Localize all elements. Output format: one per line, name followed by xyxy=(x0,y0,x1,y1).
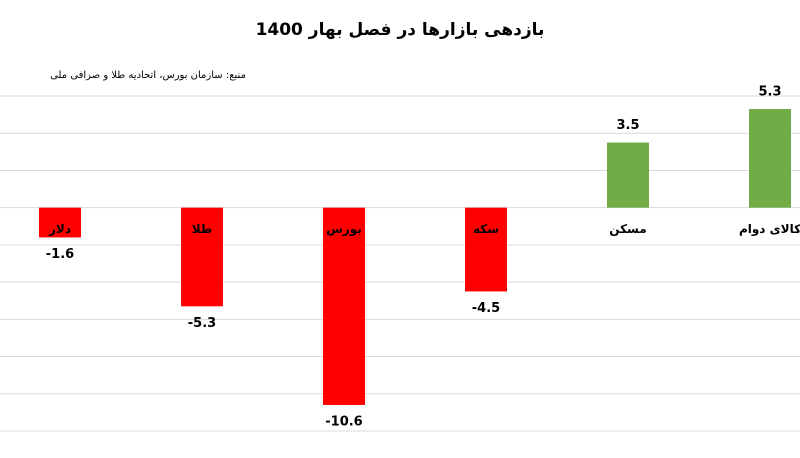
bar xyxy=(181,207,223,307)
category-label: طلا xyxy=(192,222,212,236)
value-label: -4.5 xyxy=(472,301,500,316)
category-label: سکه xyxy=(473,222,499,236)
category-label: مسکن xyxy=(609,222,646,236)
value-label: 5.3 xyxy=(758,85,781,100)
value-label: -10.6 xyxy=(325,414,362,429)
bar xyxy=(39,207,81,238)
chart-subtitle: منبع: سازمان بورس، اتحادیه طلا و صرافی م… xyxy=(50,70,246,81)
category-label: بورس xyxy=(326,222,362,237)
chart-title: بازدهی بازارها در فصل بهار 1400 xyxy=(256,20,545,40)
bar xyxy=(749,109,791,208)
bar xyxy=(323,207,365,405)
category-label: کالای دوام xyxy=(739,222,800,237)
value-label: -5.3 xyxy=(188,316,216,331)
value-label: -1.6 xyxy=(46,247,74,262)
value-label: 3.5 xyxy=(616,118,639,133)
bar xyxy=(607,142,649,208)
bar xyxy=(465,207,507,292)
category-label: دلار xyxy=(48,222,71,236)
